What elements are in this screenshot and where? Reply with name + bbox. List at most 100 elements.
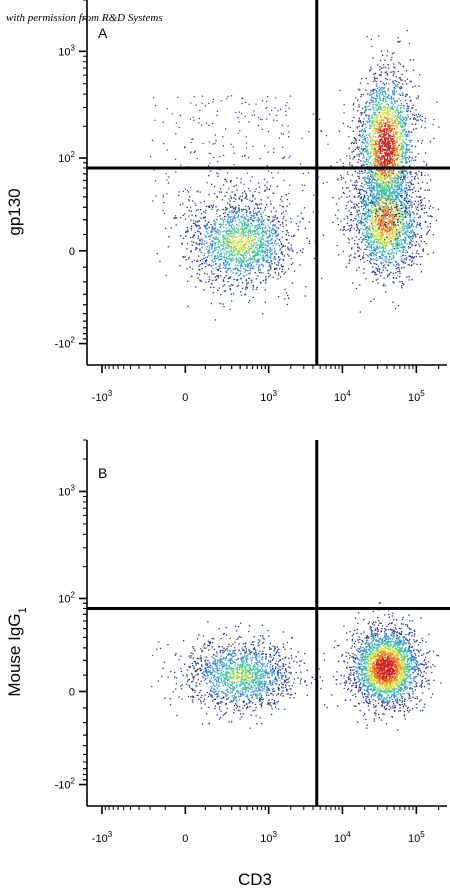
- data-point: [186, 248, 188, 250]
- data-point: [379, 234, 381, 236]
- data-point: [365, 134, 368, 136]
- data-point: [205, 263, 208, 265]
- data-point: [276, 237, 278, 240]
- data-point: [378, 217, 380, 219]
- data-point: [235, 184, 237, 186]
- data-point: [386, 229, 388, 231]
- data-point: [195, 209, 198, 211]
- data-point: [254, 250, 256, 252]
- data-point: [281, 200, 283, 202]
- data-point: [385, 242, 387, 244]
- data-point: [394, 211, 397, 213]
- data-point: [359, 213, 361, 215]
- data-point: [236, 211, 238, 213]
- data-point: [247, 187, 250, 190]
- data-point: [260, 221, 262, 223]
- data-point: [246, 210, 248, 212]
- data-point: [237, 116, 239, 118]
- data-point: [227, 238, 229, 240]
- data-point: [241, 232, 243, 234]
- data-point: [228, 221, 230, 223]
- data-point: [248, 258, 250, 260]
- data-point: [420, 174, 423, 176]
- data-point: [350, 207, 353, 209]
- data-point: [208, 221, 210, 224]
- data-point: [270, 260, 272, 262]
- data-point: [367, 239, 369, 241]
- data-point: [199, 227, 201, 229]
- data-point: [393, 223, 395, 225]
- data-point: [297, 215, 299, 217]
- data-point: [391, 107, 393, 109]
- data-point: [213, 229, 215, 232]
- data-point: [244, 208, 246, 211]
- data-point: [209, 278, 211, 281]
- data-point: [262, 244, 264, 246]
- data-point: [379, 223, 381, 226]
- data-point: [411, 240, 413, 243]
- data-point: [365, 220, 367, 223]
- data-point: [371, 220, 374, 223]
- data-point: [429, 179, 432, 181]
- data-point: [398, 152, 400, 154]
- data-point: [389, 146, 391, 148]
- data-point: [183, 147, 186, 149]
- data-point: [409, 110, 412, 113]
- data-point: [380, 237, 382, 239]
- data-point: [417, 119, 420, 121]
- data-point: [383, 220, 386, 223]
- data-point: [358, 247, 361, 249]
- data-point: [217, 289, 219, 291]
- data-point: [379, 275, 382, 277]
- data-point: [351, 248, 353, 250]
- data-point: [408, 247, 410, 249]
- data-point: [403, 118, 406, 120]
- data-point: [247, 231, 249, 233]
- data-point: [239, 235, 241, 237]
- data-point: [392, 191, 394, 193]
- data-point: [240, 248, 243, 250]
- data-point: [388, 112, 391, 115]
- data-point: [253, 217, 255, 219]
- data-point: [188, 196, 191, 198]
- data-point: [388, 83, 390, 85]
- data-point: [230, 259, 232, 262]
- data-point: [381, 246, 383, 249]
- data-point: [209, 245, 211, 247]
- data-point: [270, 265, 272, 267]
- data-point: [385, 158, 388, 161]
- data-point: [386, 276, 389, 278]
- data-point: [397, 211, 400, 213]
- data-point: [370, 141, 372, 143]
- data-point: [387, 208, 389, 210]
- data-point: [385, 234, 387, 237]
- data-point: [405, 131, 408, 133]
- data-point: [290, 244, 292, 246]
- data-point: [389, 201, 391, 203]
- data-point: [379, 176, 381, 178]
- data-point: [262, 231, 265, 233]
- data-point: [242, 233, 244, 235]
- data-point: [391, 222, 393, 224]
- data-point: [233, 249, 235, 251]
- data-point: [401, 201, 403, 203]
- data-point: [390, 228, 392, 231]
- data-point: [389, 141, 391, 143]
- data-point: [376, 203, 379, 205]
- data-point: [190, 141, 192, 144]
- data-point: [401, 242, 403, 244]
- data-point: [419, 74, 421, 76]
- data-point: [257, 233, 259, 235]
- data-point: [378, 211, 380, 213]
- data-point: [385, 261, 388, 263]
- data-point: [410, 173, 412, 175]
- data-point: [372, 225, 374, 227]
- data-point: [384, 162, 386, 164]
- data-point: [277, 220, 280, 222]
- data-point: [244, 244, 246, 246]
- data-point: [370, 204, 373, 206]
- data-point: [258, 259, 260, 261]
- data-point: [258, 234, 260, 236]
- data-point: [257, 267, 260, 269]
- data-point: [239, 251, 241, 253]
